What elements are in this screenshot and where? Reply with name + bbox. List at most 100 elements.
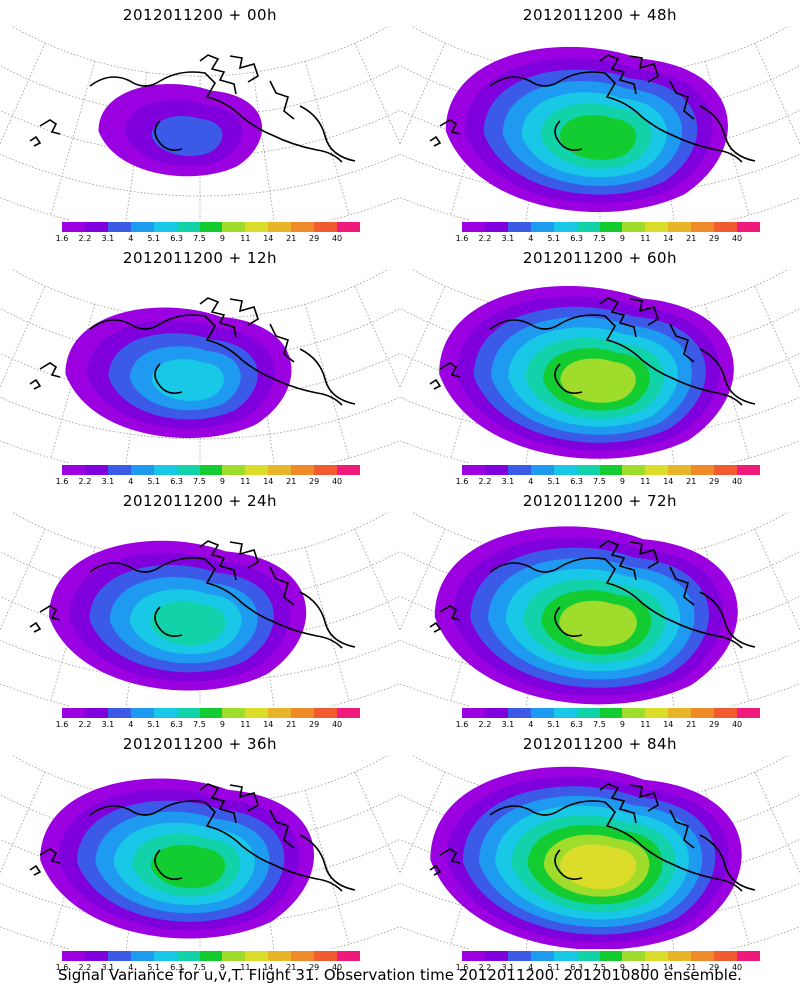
colorbar-swatch <box>622 465 646 475</box>
colorbar-swatch <box>84 708 108 718</box>
variance-field <box>49 540 307 691</box>
colorbar-tick-label: 1.6 <box>455 720 469 729</box>
colorbar-tick-label: 11 <box>240 720 251 729</box>
colorbar-tick-label: 1.6 <box>455 477 469 486</box>
colorbar-swatch <box>553 951 577 961</box>
colorbar-swatch <box>507 708 531 718</box>
colorbar-swatch <box>691 951 715 961</box>
colorbar-tick-label: 7.5 <box>193 234 206 243</box>
panel-title: 2012011200 + 72h <box>522 492 678 510</box>
colorbar-tick-label: 4 <box>128 477 134 486</box>
colorbar-tick-label: 5.1 <box>147 720 161 729</box>
coastlines <box>29 783 356 892</box>
colorbar-swatch <box>645 951 669 961</box>
colorbar-tick-label: 40 <box>731 720 743 729</box>
colorbar-tick-label: 5.1 <box>547 720 561 729</box>
coastlines <box>429 540 756 649</box>
colorbar <box>62 465 360 475</box>
colorbar-swatch <box>130 465 154 475</box>
forecast-panel: 2012011200 + 36h 1.6 2.2 3.1 4 5.1 6.3 7.5 9 11 14… <box>0 729 400 972</box>
colorbar-swatch <box>130 708 154 718</box>
colorbar-tick-label: 11 <box>640 477 651 486</box>
colorbar-swatch <box>84 222 108 232</box>
colorbar-tick-label: 21 <box>286 234 297 243</box>
colorbar-tick-label: 3.1 <box>101 234 115 243</box>
colorbar-swatch <box>622 951 646 961</box>
polar-stereographic-map <box>400 512 800 706</box>
colorbar-swatch <box>622 708 646 718</box>
colorbar-swatch <box>484 222 508 232</box>
colorbar-tick-label: 40 <box>731 963 743 972</box>
colorbar-tick-label: 21 <box>286 963 297 972</box>
colorbar-tick-label: 11 <box>640 963 651 972</box>
colorbar-swatch <box>691 222 715 232</box>
colorbar-tick-label: 7.5 <box>593 963 606 972</box>
colorbar-tick-label: 6.3 <box>570 477 583 486</box>
colorbar-tick-label: 9 <box>619 720 625 729</box>
colorbar-tick-label: 2.2 <box>78 720 92 729</box>
colorbar <box>62 708 360 718</box>
colorbar-swatch <box>622 222 646 232</box>
colorbar-tick-label: 2.2 <box>478 234 492 243</box>
colorbar-tick-label: 14 <box>663 963 674 972</box>
colorbar-swatch <box>314 465 338 475</box>
colorbar-labels: 1.6 2.2 3.1 4 5.1 6.3 7.5 9 11 14 21 29 40 <box>456 477 760 487</box>
colorbar-tick-label: 1.6 <box>455 963 469 972</box>
colorbar-swatch <box>668 222 692 232</box>
colorbar-swatch <box>245 465 269 475</box>
colorbar-swatch <box>576 708 600 718</box>
colorbar-swatch <box>737 465 760 475</box>
colorbar-tick-label: 11 <box>240 477 251 486</box>
colorbar-swatch <box>530 951 554 961</box>
panel-title: 2012011200 + 12h <box>122 249 278 267</box>
colorbar-tick-label: 2.2 <box>478 477 492 486</box>
colorbar-swatch <box>222 951 246 961</box>
colorbar-tick-label: 9 <box>219 963 225 972</box>
colorbar-swatch <box>84 951 108 961</box>
colorbar-tick-label: 5.1 <box>547 477 561 486</box>
colorbar-tick-label: 14 <box>663 234 674 243</box>
colorbar-tick-label: 7.5 <box>593 477 606 486</box>
colorbar-tick-label: 6.3 <box>170 720 183 729</box>
lat-lon-grid <box>0 26 400 220</box>
colorbar-swatch <box>668 951 692 961</box>
colorbar-tick-label: 1.6 <box>55 963 69 972</box>
colorbar-tick-label: 1.6 <box>55 720 69 729</box>
colorbar-swatch <box>337 222 360 232</box>
colorbar-swatch <box>62 222 85 232</box>
variance-field <box>430 766 742 949</box>
colorbar-tick-label: 29 <box>309 720 320 729</box>
colorbar-tick-label: 40 <box>331 477 343 486</box>
colorbar-swatch <box>245 951 269 961</box>
panel-title: 2012011200 + 24h <box>122 492 278 510</box>
colorbar-swatch <box>599 708 623 718</box>
colorbar-swatch <box>222 222 246 232</box>
colorbar-tick-label: 21 <box>686 963 697 972</box>
polar-stereographic-map <box>0 512 400 706</box>
colorbar-swatch <box>737 222 760 232</box>
colorbar-tick-label: 40 <box>331 963 343 972</box>
panel-title: 2012011200 + 60h <box>522 249 678 267</box>
colorbar-swatch <box>530 465 554 475</box>
colorbar-labels: 1.6 2.2 3.1 4 5.1 6.3 7.5 9 11 14 21 29 40 <box>456 963 760 973</box>
colorbar-tick-label: 5.1 <box>547 963 561 972</box>
colorbar-labels: 1.6 2.2 3.1 4 5.1 6.3 7.5 9 11 14 21 29 40 <box>56 963 360 973</box>
colorbar-swatch <box>268 708 292 718</box>
colorbar-tick-label: 40 <box>731 234 743 243</box>
colorbar-swatch <box>84 465 108 475</box>
colorbar-swatch <box>645 465 669 475</box>
colorbar <box>462 708 760 718</box>
polar-stereographic-map <box>400 269 800 463</box>
colorbar-tick-label: 4 <box>528 234 534 243</box>
colorbar-swatch <box>130 951 154 961</box>
panel-title: 2012011200 + 48h <box>522 6 678 24</box>
colorbar-swatch <box>268 465 292 475</box>
colorbar-tick-label: 4 <box>128 963 134 972</box>
coastlines <box>29 540 356 649</box>
colorbar-swatch <box>153 222 177 232</box>
colorbar-swatch <box>62 465 85 475</box>
colorbar-swatch <box>599 465 623 475</box>
colorbar-tick-label: 5.1 <box>547 234 561 243</box>
variance-field <box>40 778 315 939</box>
colorbar-tick-label: 29 <box>309 963 320 972</box>
